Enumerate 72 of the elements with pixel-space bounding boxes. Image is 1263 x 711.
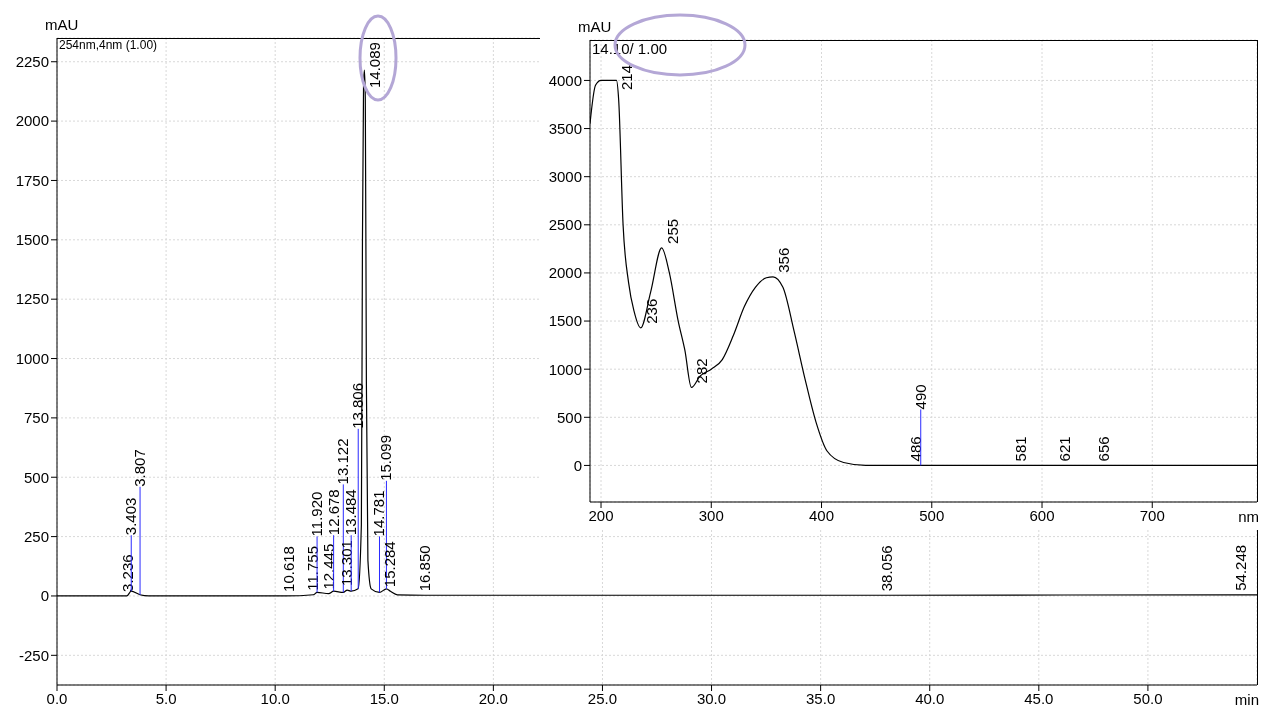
- annotation: 236: [642, 298, 660, 324]
- x-tick-label: 600: [1029, 506, 1055, 524]
- annotation: 13.301: [338, 540, 356, 587]
- y-tick-label: 1000: [548, 360, 582, 378]
- y-tick-label: 500: [556, 408, 582, 426]
- annotation: 490: [911, 384, 929, 410]
- annotation: 15.284: [381, 541, 399, 588]
- y-tick-label: 4000: [548, 71, 582, 89]
- x-tick-label: 45.0: [1024, 689, 1054, 707]
- annotation: 621: [1056, 436, 1074, 462]
- x-axis-title: min: [1234, 691, 1259, 708]
- y-tick-label: 1750: [15, 171, 49, 189]
- annotation: 282: [693, 358, 711, 384]
- chart-subtitle: 254nm,4nm (1.00): [59, 38, 158, 52]
- y-axis-title: mAU: [45, 16, 79, 33]
- y-tick-label: 750: [23, 409, 49, 427]
- annotation: 38.056: [878, 545, 896, 592]
- x-tick-label: 40.0: [915, 689, 945, 707]
- x-tick-label: 50.0: [1133, 689, 1163, 707]
- annotation: 13.122: [334, 438, 352, 485]
- x-tick-label: 200: [588, 506, 614, 524]
- x-tick-label: 5.0: [155, 689, 177, 707]
- x-tick-label: 25.0: [587, 689, 618, 707]
- y-tick-label: 1500: [548, 312, 582, 330]
- y-tick-label: 2000: [548, 264, 582, 282]
- y-tick-label: 1500: [15, 231, 49, 249]
- x-tick-label: 15.0: [369, 689, 399, 707]
- annotation: 3.403: [122, 497, 140, 536]
- x-tick-label: 0.0: [46, 689, 68, 707]
- annotation: 13.806: [349, 382, 367, 429]
- x-tick-label: 700: [1139, 506, 1165, 524]
- x-tick-label: 35.0: [806, 689, 836, 707]
- annotation: 12.678: [324, 489, 342, 536]
- annotation: 255: [663, 218, 681, 244]
- y-tick-label: 2500: [548, 216, 582, 234]
- y-tick-label: 0: [573, 456, 582, 474]
- chart-subtitle: 14.10/ 1.00: [592, 40, 668, 57]
- y-tick-label: 2000: [15, 112, 49, 130]
- y-tick-label: 1000: [15, 349, 49, 367]
- annotation: 11.920: [308, 491, 326, 537]
- y-tick-label: 500: [23, 468, 49, 486]
- x-tick-label: 20.0: [478, 689, 508, 707]
- annotation: 16.850: [415, 545, 433, 592]
- annotation: 14.089: [366, 42, 384, 88]
- x-tick-label: 10.0: [260, 689, 290, 707]
- annotation: 54.248: [1231, 544, 1249, 591]
- annotation: 356: [775, 247, 793, 273]
- annotation: 11.755: [304, 546, 322, 591]
- annotation: 656: [1094, 436, 1112, 462]
- annotation: 10.618: [279, 546, 297, 592]
- x-tick-label: 400: [809, 506, 835, 524]
- annotation: 486: [907, 436, 925, 462]
- y-tick-label: 3000: [548, 168, 582, 185]
- y-tick-label: 3500: [548, 119, 582, 137]
- x-axis-title: nm: [1238, 508, 1259, 525]
- annotation: 214: [618, 64, 636, 90]
- annotation: 3.236: [118, 554, 136, 592]
- y-axis-title: mAU: [578, 18, 612, 35]
- y-tick-label: 1250: [15, 290, 49, 308]
- x-tick-label: 30.0: [696, 689, 727, 707]
- annotation: 13.484: [342, 489, 360, 536]
- x-tick-label: 500: [919, 506, 945, 524]
- annotation: 12.445: [319, 543, 337, 590]
- x-tick-label: 300: [698, 506, 724, 524]
- y-tick-label: 250: [23, 527, 49, 545]
- annotation: 15.099: [377, 434, 395, 481]
- y-tick-label: 0: [40, 587, 49, 605]
- y-tick-label: -250: [18, 646, 49, 664]
- y-tick-label: 2250: [15, 53, 49, 71]
- annotation: 14.781: [370, 490, 388, 537]
- annotation: 3.807: [131, 449, 149, 487]
- annotation: 581: [1012, 436, 1030, 462]
